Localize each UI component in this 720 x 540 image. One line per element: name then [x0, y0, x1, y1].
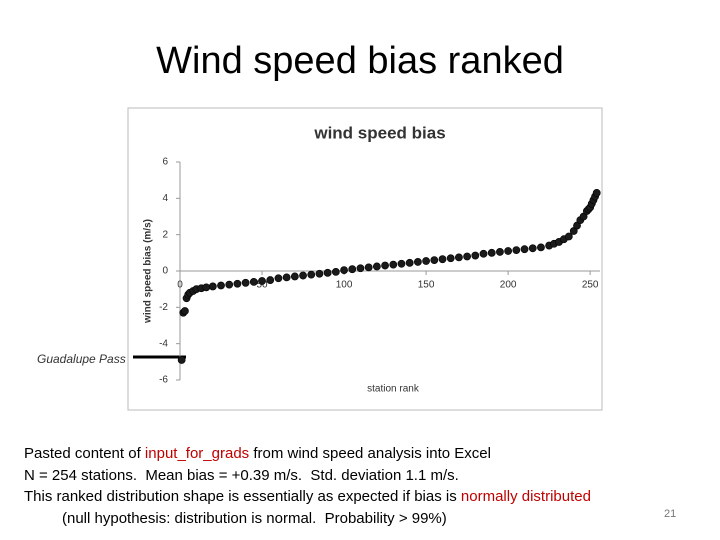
point: [446, 254, 455, 263]
note-text: (null hypothesis: distribution is normal…: [62, 509, 447, 527]
x-axis-label: station rank: [367, 384, 420, 395]
point: [299, 271, 307, 280]
point: [564, 232, 573, 241]
point: [323, 268, 332, 277]
point: [181, 307, 189, 315]
point: [225, 280, 234, 289]
point: [258, 277, 266, 285]
point: [331, 268, 340, 276]
y-tick-label: 2: [162, 229, 168, 240]
point: [249, 277, 258, 286]
chart-frame: [127, 107, 603, 411]
point: [202, 283, 211, 292]
y-tick-label: -4: [159, 338, 168, 349]
x-tick-label: 100: [336, 280, 353, 291]
point: [290, 272, 299, 281]
point: [217, 281, 225, 290]
y-tick-label: 6: [162, 157, 168, 168]
x-tick-label: 250: [582, 280, 599, 291]
point: [438, 255, 447, 264]
point: [430, 256, 439, 264]
point: [487, 248, 496, 257]
point: [504, 247, 513, 255]
x-tick-label: 50: [256, 280, 268, 291]
note-line: Pasted content of input_for_grads from w…: [24, 443, 591, 465]
note-text: from wind speed analysis into Excel: [249, 445, 491, 462]
point: [208, 282, 217, 291]
point: [512, 246, 521, 255]
point: [537, 243, 545, 252]
notes: Pasted content of input_for_grads from w…: [24, 443, 591, 529]
y-tick-label: -2: [159, 302, 168, 313]
note-text: Pasted content of: [24, 445, 145, 462]
point: [364, 263, 373, 272]
note-text: N = 254 stations. Mean bias = +0.39 m/s.…: [24, 466, 459, 484]
point: [307, 270, 316, 279]
chart-title: wind speed bias: [313, 123, 445, 142]
point: [340, 266, 348, 274]
point: [372, 262, 381, 271]
point: [413, 258, 422, 266]
y-axis-label: wind speed bias (m/s): [143, 219, 154, 324]
point: [592, 188, 601, 197]
point: [471, 251, 480, 260]
point: [348, 265, 357, 274]
point: [356, 264, 365, 273]
note-line: N = 254 stations. Mean bias = +0.39 m/s.…: [24, 465, 591, 487]
note-text: This ranked distribution shape is essent…: [24, 488, 461, 505]
y-tick-label: -6: [159, 375, 168, 386]
point: [381, 261, 389, 270]
point: [177, 356, 186, 364]
point: [315, 269, 324, 278]
point: [520, 245, 529, 254]
y-tick-label: 0: [162, 266, 168, 277]
point: [455, 253, 463, 262]
point: [274, 274, 283, 283]
note-line: (null hypothesis: distribution is normal…: [24, 508, 591, 530]
x-tick-label: 0: [177, 280, 183, 291]
point: [496, 248, 504, 256]
point: [282, 273, 291, 282]
note-text: normally distributed: [460, 488, 591, 505]
point: [233, 279, 242, 288]
note-line: This ranked distribution shape is essent…: [24, 486, 591, 508]
slide-title: Wind speed bias ranked: [156, 40, 564, 82]
x-tick-label: 200: [500, 280, 517, 291]
annotation: Guadalupe Pass: [37, 352, 126, 366]
point: [463, 252, 472, 261]
point: [389, 260, 398, 269]
point: [241, 278, 250, 287]
point: [479, 249, 488, 258]
point: [266, 276, 275, 284]
page-number: 21: [664, 508, 677, 520]
x-tick-label: 150: [418, 280, 435, 291]
point: [397, 259, 406, 268]
y-tick-label: 4: [162, 193, 168, 204]
point: [422, 257, 430, 265]
note-text: input_for_grads: [144, 445, 250, 462]
point: [528, 244, 537, 253]
point: [405, 258, 414, 267]
